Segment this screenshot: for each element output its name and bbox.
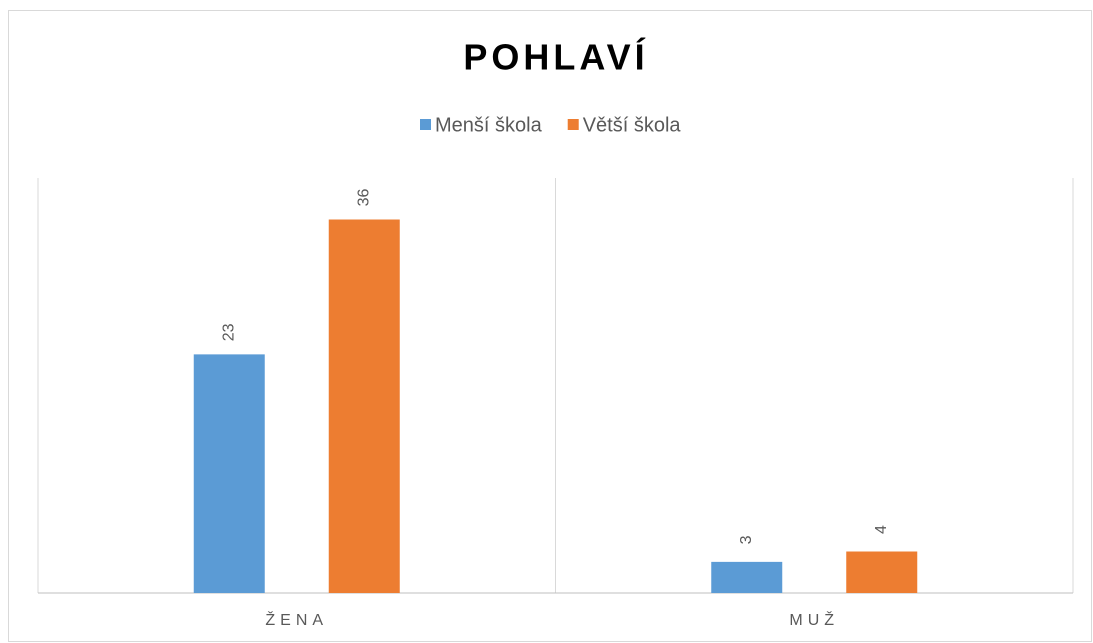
x-tick-label: ŽENA — [265, 610, 328, 629]
x-tick-label: MUŽ — [789, 610, 839, 629]
legend-swatch — [420, 119, 431, 130]
legend: Menší škola Větší škola — [420, 114, 681, 136]
bar — [846, 551, 918, 593]
bar — [328, 219, 400, 593]
data-label: 23 — [220, 323, 237, 341]
chart-frame — [8, 10, 1092, 642]
data-label: 4 — [873, 525, 890, 534]
legend-swatch — [567, 119, 579, 130]
data-label: 36 — [355, 189, 372, 207]
data-label: 3 — [738, 535, 755, 544]
legend-label: Menší škola — [435, 114, 543, 136]
legend-label: Větší škola — [583, 114, 682, 136]
bar — [711, 561, 783, 593]
chart-title: POHLAVÍ — [463, 37, 648, 78]
bar — [193, 354, 265, 593]
